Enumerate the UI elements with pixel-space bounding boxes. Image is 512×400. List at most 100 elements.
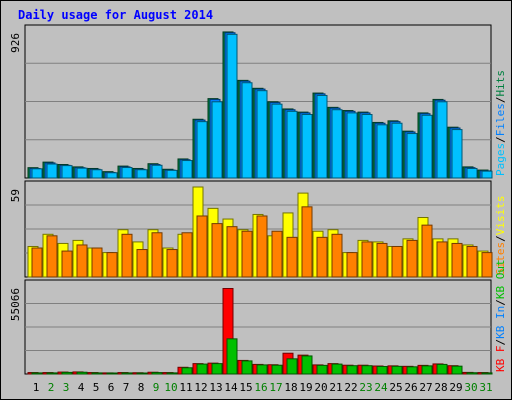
bar-pages-day-20 (316, 94, 328, 179)
bar-pages-day-8 (136, 169, 148, 179)
bar-sites-day-20 (316, 236, 328, 278)
x-tick-label-day-9: 9 (153, 381, 160, 394)
bar-kb-out-day-27 (421, 365, 433, 375)
bar-pages-day-2 (46, 163, 58, 179)
bar-pages-day-30 (466, 167, 478, 179)
bar-kb-out-day-11 (181, 367, 193, 375)
bar-pages-day-26 (406, 133, 418, 179)
bar-pages-day-4 (76, 167, 88, 179)
bar-pages-day-28 (436, 101, 448, 179)
panel-middle-max-label: 59 (9, 189, 22, 202)
x-tick-label-day-23: 23 (359, 381, 372, 394)
x-tick-label-day-5: 5 (93, 381, 100, 394)
x-tick-label-day-16: 16 (254, 381, 267, 394)
x-tick-label-day-10: 10 (164, 381, 177, 394)
bar-kb-out-day-2 (46, 372, 58, 375)
chart-title: Daily usage for August 2014 (18, 8, 214, 22)
bar-kb-out-day-19 (301, 355, 313, 375)
bar-kb-out-day-7 (121, 372, 133, 375)
bar-kb-out-day-13 (211, 363, 223, 375)
x-tick-label-day-22: 22 (344, 381, 357, 394)
bar-kb-out-day-5 (91, 372, 103, 375)
bar-kb-out-day-14 (226, 338, 238, 375)
bar-pages-day-16 (256, 90, 268, 179)
bar-kb-out-day-23 (361, 365, 373, 375)
bar-kb-out-day-9 (151, 372, 163, 375)
x-tick-label-day-25: 25 (389, 381, 402, 394)
bar-kb-out-day-15 (241, 360, 253, 375)
bar-kb-out-day-6 (106, 372, 118, 375)
bar-sites-day-30 (466, 245, 478, 278)
bar-sites-day-21 (331, 233, 343, 278)
panel-bottom-legend: KB F/KB In/KB Out (494, 259, 507, 372)
bar-kb-out-day-22 (346, 365, 358, 375)
bar-sites-day-28 (436, 241, 448, 278)
bar-sites-day-27 (421, 224, 433, 278)
x-tick-label-day-7: 7 (123, 381, 130, 394)
bar-sites-day-29 (451, 242, 463, 278)
x-tick-label-day-18: 18 (284, 381, 297, 394)
x-tick-label-day-15: 15 (239, 381, 252, 394)
bar-sites-day-26 (406, 239, 418, 278)
bar-pages-day-6 (106, 172, 118, 179)
x-tick-label-day-6: 6 (108, 381, 115, 394)
legend-entry: Files (494, 103, 507, 136)
bar-kb-out-day-12 (196, 363, 208, 375)
x-tick-label-day-30: 30 (464, 381, 477, 394)
legend-entry: Hits (494, 70, 507, 97)
x-tick-label-day-31: 31 (479, 381, 492, 394)
bar-pages-day-27 (421, 114, 433, 179)
x-tick-label-day-24: 24 (374, 381, 388, 394)
bar-sites-day-2 (46, 235, 58, 278)
bar-pages-day-15 (241, 82, 253, 179)
x-tick-label-day-14: 14 (224, 381, 238, 394)
x-tick-label-day-11: 11 (179, 381, 192, 394)
x-tick-label-day-13: 13 (209, 381, 222, 394)
legend-entry: / (494, 97, 507, 104)
x-tick-label-day-3: 3 (63, 381, 70, 394)
bar-pages-day-14 (226, 33, 238, 179)
bar-sites-day-1 (31, 247, 43, 278)
bar-pages-day-24 (376, 124, 388, 179)
x-tick-label-day-12: 12 (194, 381, 207, 394)
bar-pages-day-13 (211, 101, 223, 179)
bar-pages-day-25 (391, 122, 403, 179)
bar-pages-day-5 (91, 169, 103, 179)
legend-entry: / (494, 299, 507, 306)
bar-pages-day-23 (361, 114, 373, 179)
bar-sites-day-7 (121, 233, 133, 278)
bar-sites-day-5 (91, 247, 103, 278)
bar-sites-day-15 (241, 230, 253, 278)
x-tick-label-day-29: 29 (449, 381, 462, 394)
bar-kb-out-day-3 (61, 371, 73, 375)
x-tick-label-day-2: 2 (48, 381, 55, 394)
bar-sites-day-6 (106, 252, 118, 278)
bar-sites-day-23 (361, 241, 373, 278)
bar-pages-day-17 (271, 103, 283, 179)
bar-sites-day-13 (211, 223, 223, 278)
bar-sites-day-24 (376, 242, 388, 278)
bar-sites-day-8 (136, 249, 148, 278)
x-tick-label-day-28: 28 (434, 381, 447, 394)
bar-sites-day-22 (346, 252, 358, 278)
bar-sites-day-25 (391, 245, 403, 278)
bar-kb-out-day-30 (466, 372, 478, 375)
bar-pages-day-31 (481, 170, 493, 179)
bar-pages-day-12 (196, 121, 208, 179)
bar-kb-out-day-10 (166, 372, 178, 375)
bar-pages-day-10 (166, 169, 178, 179)
x-tick-label-day-27: 27 (419, 381, 432, 394)
bar-sites-day-14 (226, 226, 238, 278)
bar-sites-day-18 (286, 236, 298, 278)
x-tick-label-day-4: 4 (78, 381, 85, 394)
bar-sites-day-9 (151, 232, 163, 278)
legend-entry: Visits (494, 196, 507, 236)
bar-kb-out-day-31 (481, 372, 493, 375)
bar-kb-out-day-16 (256, 364, 268, 375)
legend-entry: Pages (494, 143, 507, 176)
x-tick-label-day-17: 17 (269, 381, 282, 394)
bar-sites-day-19 (301, 206, 313, 278)
bar-kb-out-day-4 (76, 371, 88, 375)
bar-pages-day-3 (61, 165, 73, 179)
